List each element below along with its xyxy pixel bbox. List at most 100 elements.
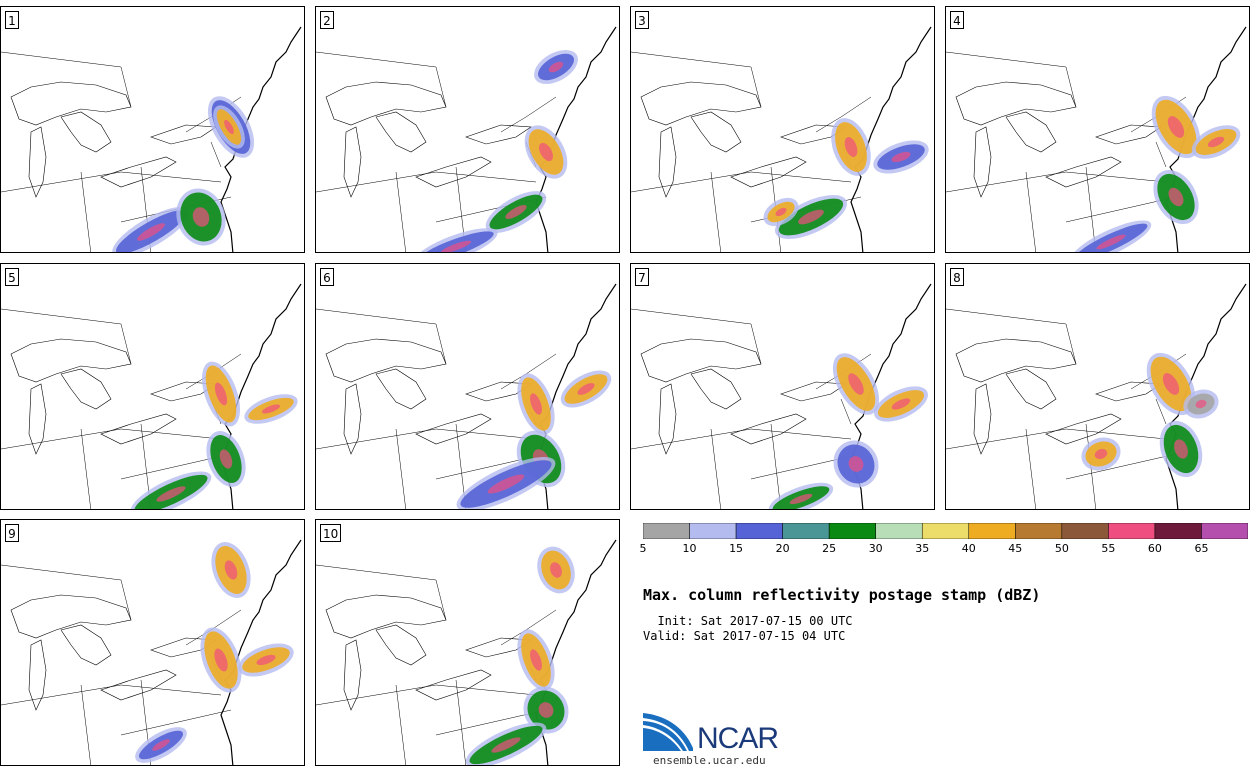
member-label: 1 (5, 11, 19, 29)
colorbar-swatch (921, 523, 970, 539)
lake-outline (28, 383, 47, 455)
colorbar-tick-label: 30 (868, 542, 883, 555)
state-border (1155, 141, 1167, 168)
colorbar-swatch (735, 523, 783, 539)
coastline (850, 26, 932, 252)
state-border (120, 709, 232, 736)
member-panel-2: 2 (315, 6, 620, 253)
member-panel-6: 6 (315, 263, 620, 510)
precip-echo (517, 373, 555, 435)
precip-echo (874, 386, 928, 422)
precip-echo (768, 482, 834, 509)
plot-title: Max. column reflectivity postage stamp (… (643, 586, 1041, 604)
colorbar-swatch (643, 523, 690, 539)
member-label: 3 (635, 11, 649, 29)
lake-outline (1045, 413, 1122, 445)
map-svg (1, 283, 302, 509)
colorbar-tick-label: 55 (1101, 542, 1116, 555)
lake-outline (955, 338, 1077, 383)
colorbar-tick-label: 20 (775, 542, 790, 555)
colorbar-swatch (1201, 523, 1248, 539)
colorbar-tick-label: 65 (1194, 542, 1209, 555)
state-border (316, 171, 537, 193)
precip-echo (465, 722, 547, 765)
state-border (1, 171, 222, 193)
state-border (80, 171, 92, 252)
lake-outline (1045, 156, 1122, 188)
reflectivity-colorbar (643, 523, 1248, 539)
member-label: 9 (5, 524, 19, 542)
precip-echo (1183, 389, 1219, 419)
lake-outline (730, 413, 807, 445)
lake-outline (375, 368, 427, 410)
map-svg (631, 283, 932, 509)
map-svg (1, 539, 302, 765)
member-label: 6 (320, 268, 334, 286)
ncar-logo-text: NCAR (697, 722, 779, 755)
precip-echo (831, 118, 871, 176)
lake-outline (10, 594, 132, 639)
lake-outline (10, 81, 132, 126)
precip-echo (112, 206, 190, 252)
colorbar-swatch (782, 523, 830, 539)
precip-echo (833, 440, 879, 488)
lake-outline (955, 81, 1077, 126)
precip-echo (456, 456, 556, 509)
state-border (631, 428, 852, 450)
lake-outline (690, 368, 742, 410)
colorbar-swatch (875, 523, 923, 539)
precip-echo (1159, 420, 1203, 478)
state-border (395, 428, 407, 509)
lake-outline (100, 156, 177, 188)
precip-echo (176, 188, 226, 246)
lake-outline (415, 669, 492, 701)
member-panel-7: 7 (630, 263, 935, 510)
member-label: 4 (950, 11, 964, 29)
precip-echo (537, 546, 575, 594)
precip-echo (201, 361, 241, 427)
state-border (710, 428, 722, 509)
lake-outline (343, 126, 362, 198)
state-border (1155, 398, 1167, 425)
colorbar-tick-label: 15 (729, 542, 744, 555)
lake-outline (325, 594, 447, 639)
precip-echo (238, 643, 294, 677)
precip-echo (873, 140, 929, 174)
lake-outline (1095, 124, 1162, 145)
colorbar-swatch (968, 523, 1016, 539)
lake-outline (730, 156, 807, 188)
lake-outline (60, 111, 112, 153)
member-panel-9: 9 (0, 519, 305, 766)
state-border (1, 51, 132, 108)
state-border (631, 171, 852, 193)
map-svg (946, 26, 1247, 252)
map-svg (631, 26, 932, 252)
precip-echo (832, 353, 880, 415)
footer-url: ensemble.ucar.edu (653, 754, 766, 767)
lake-outline (973, 383, 992, 455)
member-panel-3: 3 (630, 6, 935, 253)
lake-outline (1005, 111, 1057, 153)
precip-echo (1146, 352, 1196, 416)
state-border (210, 141, 222, 168)
state-border (316, 684, 537, 706)
precip-echo (560, 370, 612, 408)
state-border (395, 171, 407, 252)
member-label: 2 (320, 11, 334, 29)
coastline (220, 539, 302, 765)
state-border (80, 428, 92, 509)
state-border (631, 308, 762, 365)
lake-outline (60, 368, 112, 410)
map-svg (946, 283, 1247, 509)
lake-outline (780, 381, 847, 402)
precip-echo (135, 727, 187, 763)
member-label: 5 (5, 268, 19, 286)
state-border (455, 679, 467, 765)
state-border (500, 96, 557, 133)
map-svg (316, 26, 617, 252)
state-border (316, 564, 447, 621)
map-svg (316, 283, 617, 509)
lake-outline (375, 624, 427, 666)
lake-outline (343, 383, 362, 455)
precip-echo (1151, 95, 1201, 159)
